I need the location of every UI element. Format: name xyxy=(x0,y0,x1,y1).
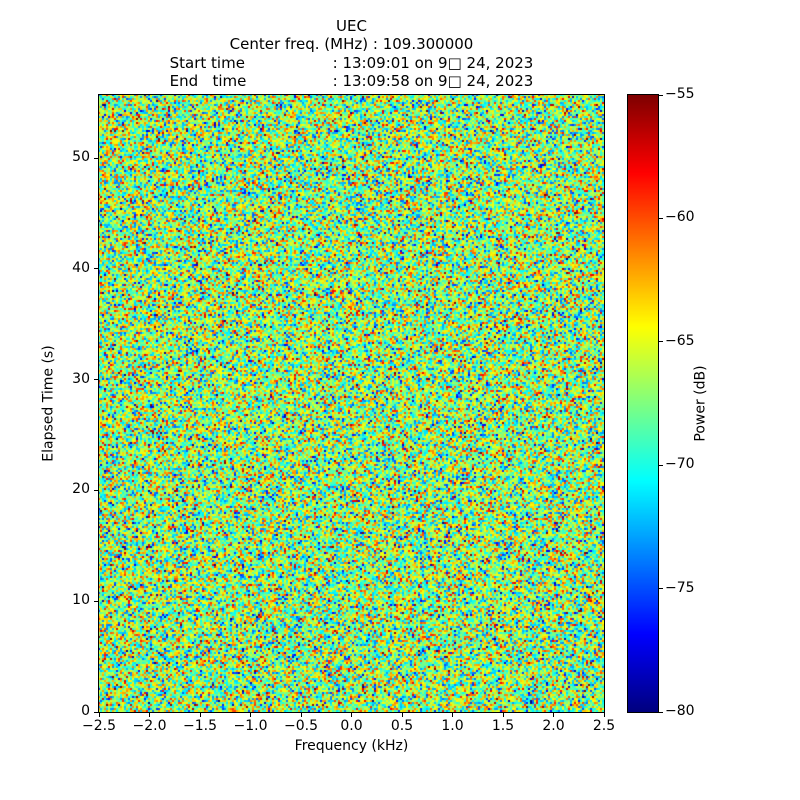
y-axis-tick xyxy=(94,600,98,602)
plot-frame xyxy=(98,94,605,713)
x-axis-tick-label: −1.5 xyxy=(183,718,217,734)
x-axis-tick-label: 2.0 xyxy=(542,718,565,734)
x-axis-tick xyxy=(502,713,504,717)
x-axis-tick-label: 2.5 xyxy=(592,718,616,734)
x-axis-tick xyxy=(149,713,150,717)
y-axis-tick xyxy=(94,379,98,381)
y-axis-tick xyxy=(94,268,98,270)
x-axis-tick xyxy=(98,713,100,717)
y-axis-tick-label: 30 xyxy=(72,370,90,387)
x-axis-tick xyxy=(300,713,302,717)
colorbar-tick-label: −80 xyxy=(665,703,695,719)
colorbar-tick-label: −60 xyxy=(665,209,695,226)
y-axis-tick xyxy=(94,489,98,491)
colorbar-tick xyxy=(659,341,663,343)
x-axis-tick xyxy=(553,713,554,717)
end-time-value: : 13:09:58 on 9□ 24, 2023 xyxy=(332,72,534,91)
x-axis-tick-label: 1.0 xyxy=(441,718,464,734)
colorbar-tick xyxy=(659,588,663,590)
x-axis-tick-label: −1.0 xyxy=(233,718,268,734)
x-axis-label: Frequency (kHz) xyxy=(294,738,409,754)
colorbar-tick-label: −55 xyxy=(665,86,695,102)
colorbar-tick-label: −75 xyxy=(665,579,695,596)
y-axis-tick-label: 20 xyxy=(72,481,90,498)
start-time-label: Start time xyxy=(169,53,245,72)
y-axis-tick xyxy=(94,711,98,713)
end-time-label: End time xyxy=(169,72,247,91)
start-time-value: : 13:09:01 on 9□ 24, 2023 xyxy=(332,53,534,72)
colorbar-gradient xyxy=(628,95,658,712)
x-axis-tick-label: −2.0 xyxy=(132,718,167,734)
x-axis-tick xyxy=(603,713,605,717)
colorbar-tick-label: −65 xyxy=(665,332,695,349)
colorbar-tick xyxy=(659,94,663,96)
spectrogram-heatmap xyxy=(99,95,604,712)
x-axis-tick xyxy=(351,713,352,717)
start-time-line: Start time : 13:09:01 on 9□ 24, 2023 xyxy=(99,54,604,72)
x-axis-tick-label: −0.5 xyxy=(284,718,318,734)
x-axis-tick xyxy=(250,713,251,717)
y-axis-tick-label: 10 xyxy=(72,592,90,609)
y-axis-tick-label: 40 xyxy=(72,259,90,276)
plot-title-block: UEC Center freq. (MHz) : 109.300000 Star… xyxy=(99,17,604,91)
colorbar-tick xyxy=(659,464,663,466)
x-axis-tick-label: 1.5 xyxy=(491,718,515,734)
x-axis-tick xyxy=(452,713,453,717)
x-axis-tick-label: 0.5 xyxy=(390,718,414,734)
colorbar-tick xyxy=(659,217,663,219)
colorbar-frame xyxy=(627,94,659,713)
plot-title: UEC xyxy=(336,17,367,35)
y-axis-tick-label: 50 xyxy=(72,149,90,166)
x-axis-tick xyxy=(401,713,403,717)
colorbar-tick xyxy=(659,711,663,713)
y-axis-tick xyxy=(94,157,98,159)
x-axis-tick-label: −2.5 xyxy=(82,718,116,734)
center-freq-line: Center freq. (MHz) : 109.300000 xyxy=(229,35,474,54)
y-axis-label: Elapsed Time (s) xyxy=(40,345,57,462)
end-time-line: End time : 13:09:58 on 9□ 24, 2023 xyxy=(99,72,604,90)
x-axis-tick xyxy=(199,713,201,717)
colorbar-label: Power (dB) xyxy=(692,365,709,442)
colorbar-tick-label: −70 xyxy=(665,456,695,473)
y-axis-tick-label: 0 xyxy=(81,703,90,719)
x-axis-tick-label: 0.0 xyxy=(340,718,363,734)
